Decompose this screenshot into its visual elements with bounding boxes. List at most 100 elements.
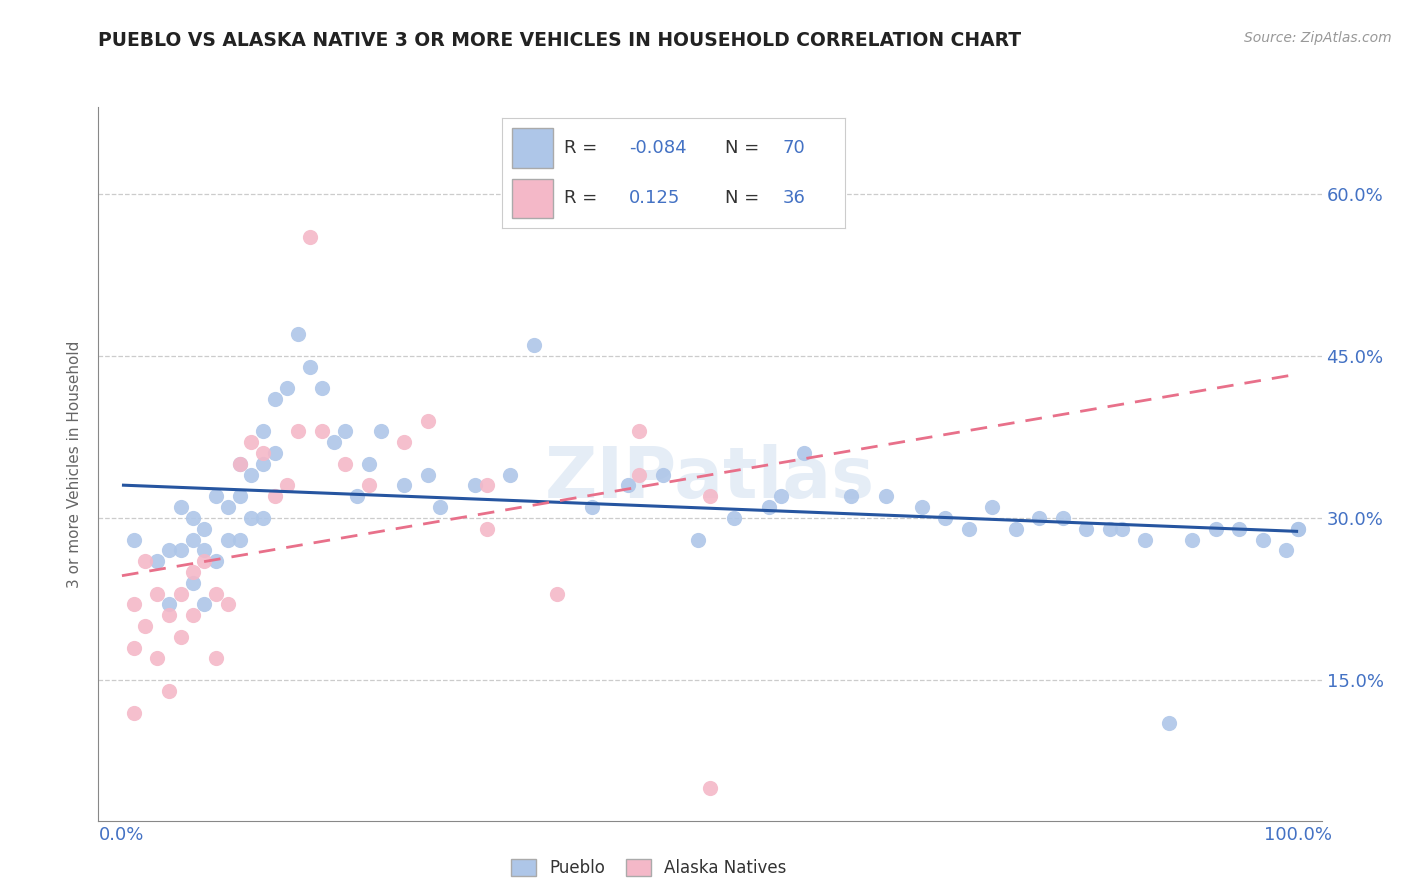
Point [228,457,250,471]
Point [357,457,380,471]
Text: PUEBLO VS ALASKA NATIVE 3 OR MORE VEHICLES IN HOUSEHOLD CORRELATION CHART: PUEBLO VS ALASKA NATIVE 3 OR MORE VEHICL… [98,31,1022,50]
Point [217,500,239,514]
Point [335,457,357,471]
Point [1227,522,1250,536]
Point [699,489,721,503]
Point [1205,522,1227,536]
Point [217,598,239,612]
Point [875,489,897,503]
Point [957,522,980,536]
Point [228,533,250,547]
Point [981,500,1004,514]
Point [122,706,145,720]
Point [934,511,956,525]
Point [1135,533,1157,547]
Point [170,586,193,600]
Point [181,565,204,579]
Point [464,478,486,492]
Point [429,500,451,514]
Point [252,511,274,525]
Point [346,489,368,503]
Point [769,489,792,503]
Point [217,533,239,547]
Point [523,338,546,352]
Point [228,457,250,471]
Point [205,586,228,600]
Point [170,543,193,558]
Point [699,781,721,796]
Point [839,489,862,503]
Point [322,435,344,450]
Point [357,478,380,492]
Point [122,533,145,547]
Point [228,489,250,503]
Point [170,630,193,644]
Point [146,651,169,665]
Point [793,446,815,460]
Point [122,640,145,655]
Point [181,511,204,525]
Point [263,392,285,406]
Point [688,533,710,547]
Point [311,425,333,439]
Point [181,575,204,590]
Point [628,425,651,439]
Point [157,598,180,612]
Point [134,619,156,633]
Point [252,446,274,460]
Point [311,381,333,395]
Point [170,500,193,514]
Y-axis label: 3 or more Vehicles in Household: 3 or more Vehicles in Household [67,340,83,588]
Point [240,467,263,482]
Point [475,522,498,536]
Point [1076,522,1098,536]
Point [193,522,215,536]
Text: Source: ZipAtlas.com: Source: ZipAtlas.com [1244,31,1392,45]
Point [193,554,215,568]
Point [134,554,156,568]
Point [181,533,204,547]
Point [193,543,215,558]
Point [287,327,309,342]
Point [911,500,934,514]
Point [157,684,180,698]
Point [287,425,309,439]
Legend: Pueblo, Alaska Natives: Pueblo, Alaska Natives [505,852,793,884]
Point [416,467,439,482]
Point [335,425,357,439]
Point [252,457,274,471]
Point [1052,511,1074,525]
Point [1251,533,1274,547]
Point [205,554,228,568]
Point [205,651,228,665]
Point [616,478,638,492]
Point [205,489,228,503]
Point [1028,511,1050,525]
Point [628,467,651,482]
Point [146,586,169,600]
Point [157,608,180,623]
Point [252,425,274,439]
Point [1098,522,1121,536]
Point [546,586,568,600]
Point [263,446,285,460]
Point [181,608,204,623]
Point [475,478,498,492]
Point [1181,533,1204,547]
Point [1111,522,1133,536]
Text: ZIPatlas: ZIPatlas [546,443,875,513]
Point [370,425,392,439]
Point [1286,522,1309,536]
Point [263,489,285,503]
Point [299,359,322,374]
Point [416,414,439,428]
Point [1275,543,1298,558]
Point [499,467,522,482]
Point [193,598,215,612]
Point [723,511,745,525]
Point [276,478,298,492]
Point [581,500,603,514]
Point [146,554,169,568]
Point [276,381,298,395]
Point [240,435,263,450]
